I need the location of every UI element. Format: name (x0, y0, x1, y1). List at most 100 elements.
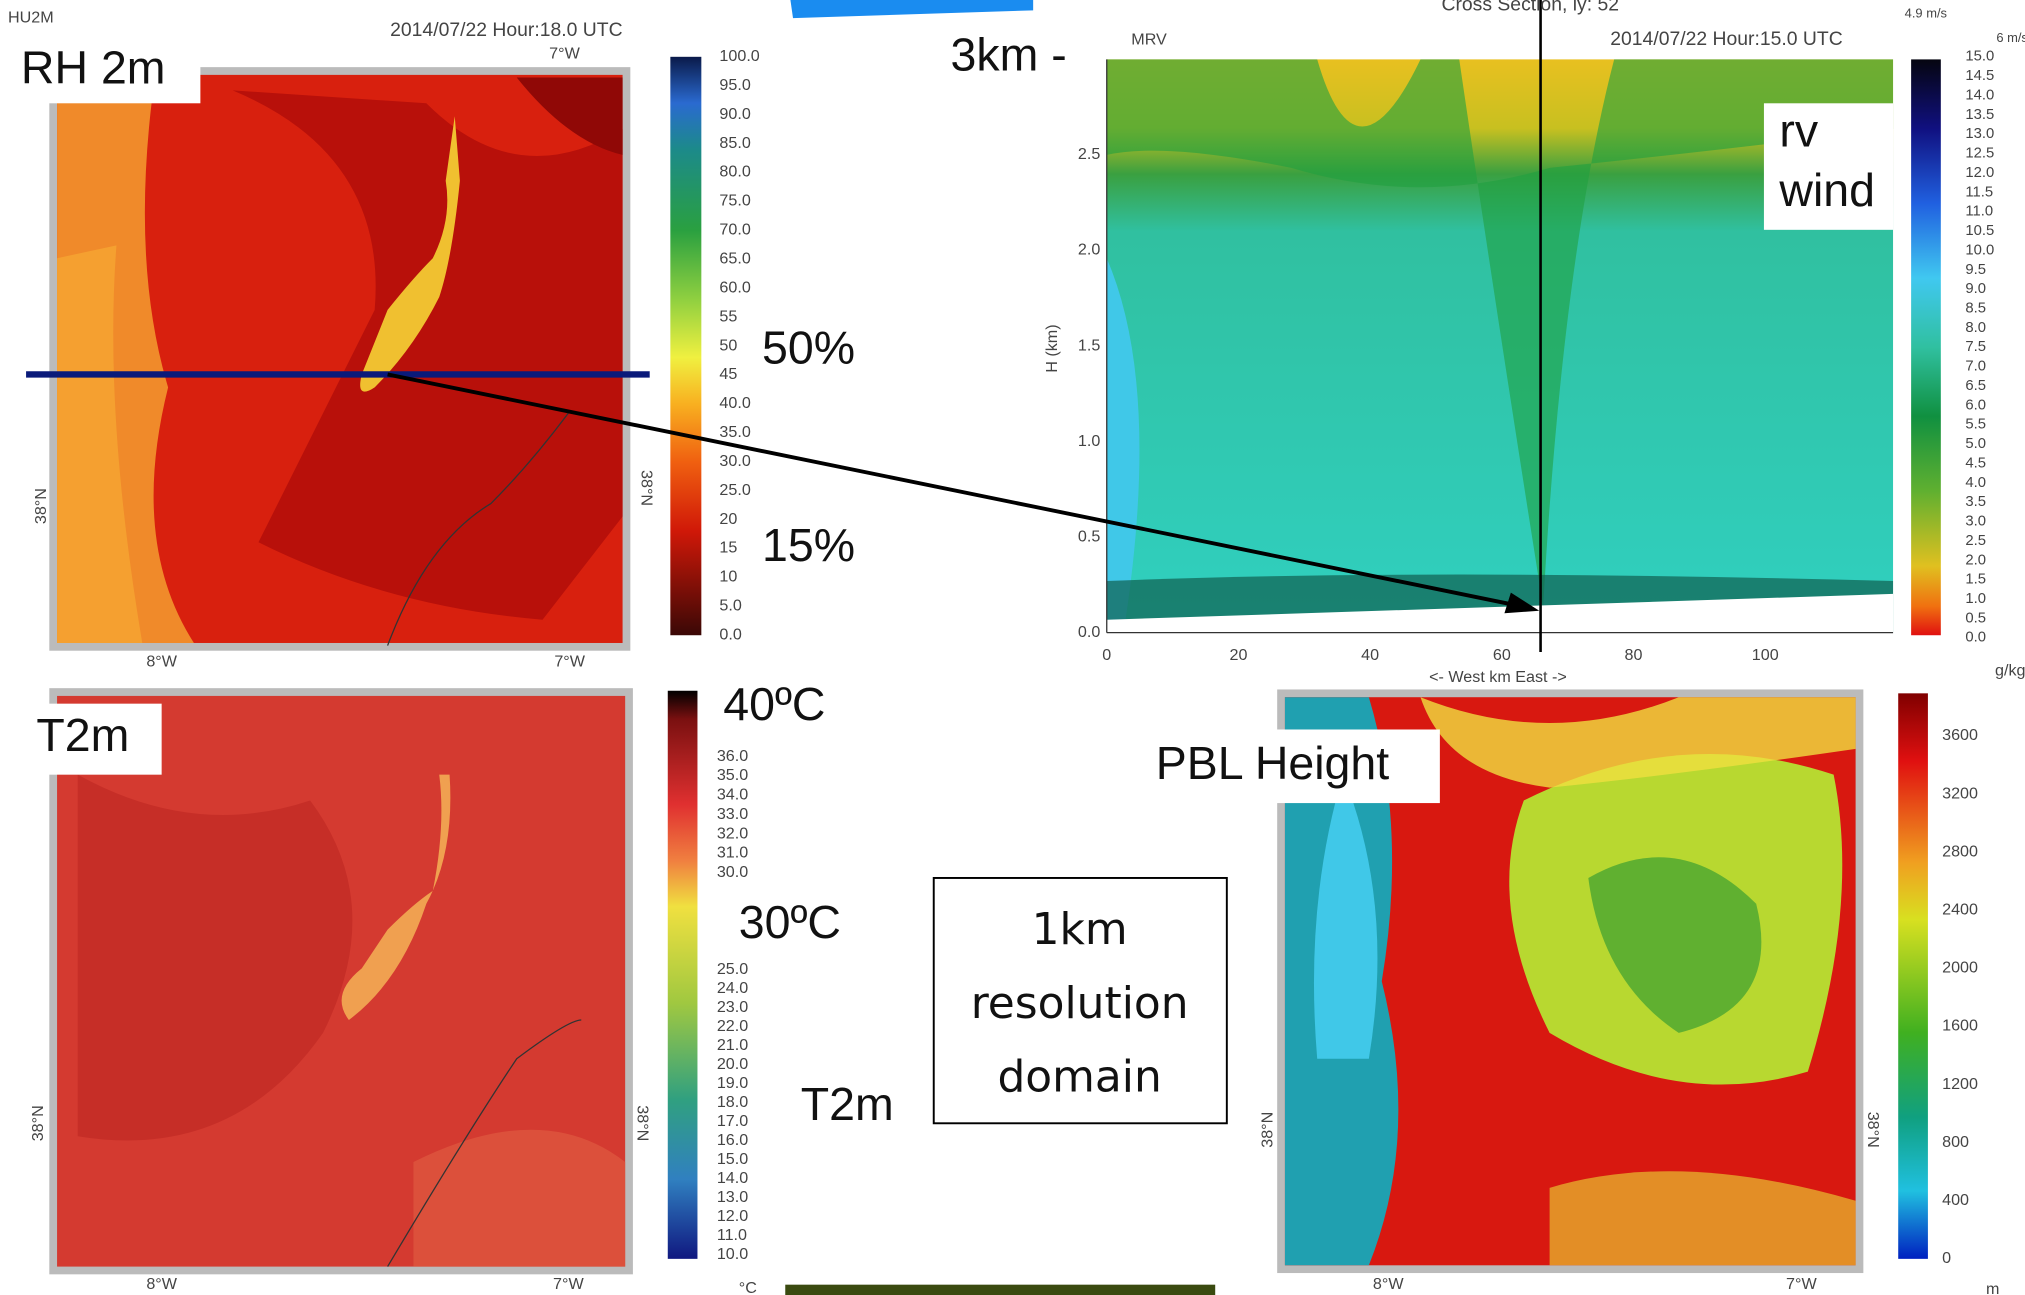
colorbar-label: 2000 (1942, 959, 1978, 977)
colorbar-label: 35.0 (717, 766, 748, 784)
x-tick-label: 80 (1625, 646, 1643, 664)
colorbar-label: 80.0 (719, 163, 750, 181)
panel-label: RH 2m (21, 41, 166, 93)
colorbar-label: 2.0 (1965, 552, 1986, 568)
panel-header: HU2M (8, 8, 54, 26)
axis-label: <- West km East -> (1429, 668, 1567, 686)
colorbar-label: 1200 (1942, 1075, 1978, 1093)
label-box (6, 32, 201, 104)
date: 2014/07/22 Hour:15.0 UTC (1610, 28, 1842, 50)
lon-label: 8°W (146, 653, 177, 671)
colorbar-label: 13.0 (717, 1188, 748, 1206)
colorbar-label: 11.0 (717, 1226, 747, 1244)
colorbar-label: 14.0 (717, 1169, 748, 1187)
colorbar-label: 34.0 (717, 786, 748, 804)
colorbar-label: 75.0 (719, 192, 750, 210)
x-tick-label: 20 (1229, 646, 1247, 664)
colorbar-label: 25.0 (719, 481, 750, 499)
lat-label: 38°N (638, 470, 656, 506)
colorbar-label: 3.5 (1965, 494, 1986, 510)
colorbar-label: 8.0 (1965, 320, 1986, 336)
lon-label: 8°W (1373, 1275, 1404, 1293)
colorbar-label: 70.0 (719, 221, 750, 239)
colorbar-label: 400 (1942, 1191, 1969, 1209)
colorbar-label: 12.0 (1965, 165, 1994, 181)
colorbar-label: 1600 (1942, 1017, 1978, 1035)
colorbar-label: 12.0 (717, 1207, 748, 1225)
colorbar-label: 32.0 (717, 824, 748, 842)
colorbar-label: 85.0 (719, 134, 750, 152)
colorbar-label: 10 (719, 568, 737, 586)
arrow-head (1504, 592, 1540, 614)
colorbar-label: 3600 (1942, 726, 1978, 744)
colorbar-label: 20 (719, 510, 737, 528)
model-name: MRV (1131, 30, 1167, 48)
colorbar-label: 2.5 (1965, 533, 1986, 549)
colorbar-label: 5.0 (719, 597, 741, 615)
panel-header: Cross Section, iy: 52 (1441, 0, 1619, 15)
colorbar-label: 13.5 (1965, 107, 1994, 123)
colorbar-label: 22.0 (717, 1017, 748, 1035)
unit: m (1986, 1280, 1999, 1295)
colorbar-label: 11.0 (1965, 204, 1993, 220)
annotation: T2m (801, 1078, 894, 1130)
colorbar-label: 65.0 (719, 250, 750, 268)
rv-colorbar (1911, 59, 1941, 636)
colorbar-label: 0.5 (1965, 610, 1986, 626)
colorbar-label: 21.0 (717, 1036, 748, 1054)
colorbar-label: 6.0 (1965, 397, 1986, 413)
colorbar-label: 1.0 (1965, 591, 1986, 607)
lon-label: 8°W (146, 1275, 177, 1293)
colorbar-label: 2800 (1942, 842, 1978, 860)
lon-label: 7°W (1786, 1275, 1817, 1293)
lat-label: 38°N (29, 1105, 47, 1141)
annotation: 50% (762, 321, 855, 373)
t2m-colorbar (667, 690, 698, 1259)
label-box (1142, 729, 1440, 804)
colorbar-label: 6.5 (1965, 378, 1986, 394)
x-tick-label: 60 (1493, 646, 1511, 664)
annotation: 40ºC (723, 678, 825, 730)
date: 2014/07/22 Hour:18.0 UTC (390, 19, 622, 41)
label-box (1763, 103, 1894, 230)
colorbar-label: 50 (719, 336, 737, 354)
y-tick-label: 0.0 (1078, 623, 1100, 641)
colorbar-label: 24.0 (717, 979, 748, 997)
colorbar-label: 15.0 (717, 1150, 748, 1168)
vector-max: 6 m/s (1996, 30, 2025, 45)
colorbar-label: 90.0 (719, 105, 750, 123)
y-tick-label: 2.5 (1078, 145, 1100, 163)
lat-label: 38°N (634, 1105, 652, 1141)
colorbar-label: 55 (719, 307, 737, 325)
colorbar-label: 100.0 (719, 47, 759, 65)
colorbar-label: 800 (1942, 1133, 1969, 1151)
lon-label: 7°W (549, 44, 580, 62)
annotation: 15% (762, 519, 855, 571)
colorbar-label: 7.0 (1965, 359, 1986, 375)
colorbar-label: 60.0 (719, 278, 750, 296)
colorbar-label: 9.0 (1965, 281, 1986, 297)
colorbar-label: 23.0 (717, 998, 748, 1016)
colorbar-label: 30.0 (717, 863, 748, 881)
colorbar-label: 16.0 (717, 1131, 748, 1149)
rh-colorbar (670, 56, 702, 636)
arrow (387, 372, 1525, 609)
colorbar-label: 95.0 (719, 76, 750, 94)
lat-label: 38°N (32, 488, 50, 524)
x-tick-label: 0 (1102, 646, 1111, 664)
box-text: 1km (1032, 904, 1128, 955)
panel-label: PBL Height (1156, 737, 1389, 789)
colorbar-label: 17.0 (717, 1112, 748, 1130)
colorbar-label: 15.0 (1965, 49, 1994, 65)
colorbar-label: 10.0 (1965, 242, 1994, 258)
panel-label: T2m (36, 709, 129, 761)
colorbar-label: 25.0 (717, 960, 748, 978)
domain-box (932, 876, 1228, 1125)
pbl-colorbar (1898, 693, 1928, 1259)
colorbar-label: 19.0 (717, 1074, 748, 1092)
colorbar-label: 15 (719, 539, 737, 557)
colorbar-label: 0.0 (1965, 630, 1986, 646)
rh-map (49, 67, 631, 651)
colorbar-label: 7.5 (1965, 339, 1986, 355)
